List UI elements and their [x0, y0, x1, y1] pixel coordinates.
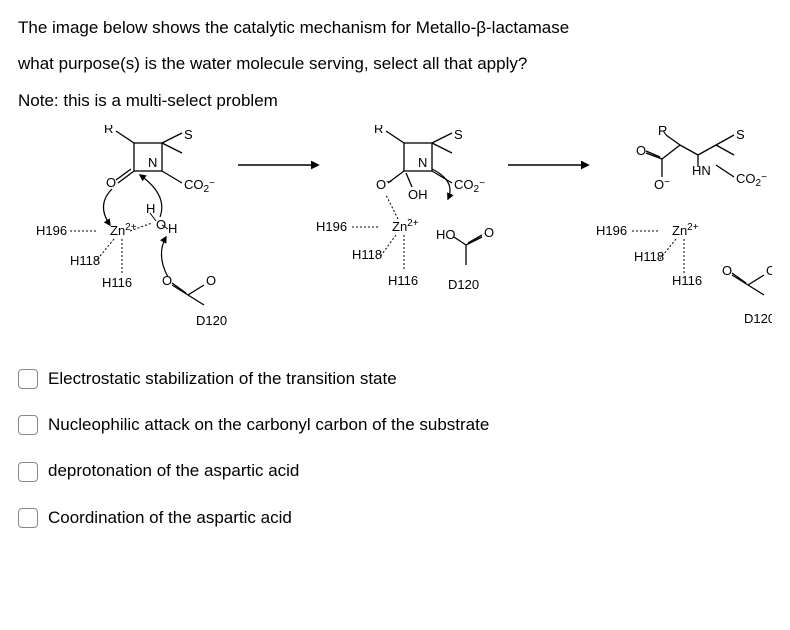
- option-4[interactable]: Coordination of the aspartic acid: [18, 502, 772, 534]
- option-label: Nucleophilic attack on the carbonyl carb…: [48, 409, 489, 441]
- option-3[interactable]: deprotonation of the aspartic acid: [18, 455, 772, 487]
- mechanism-panel-2: N S R O− OH CO2− Zn2+ H196 H118 H116 HO …: [316, 125, 494, 292]
- svg-text:O: O: [636, 143, 646, 158]
- svg-text:HO: HO: [436, 227, 456, 242]
- svg-text:O: O: [722, 263, 732, 278]
- svg-text:D120: D120: [196, 313, 227, 328]
- option-label: Coordination of the aspartic acid: [48, 502, 292, 534]
- svg-text:O: O: [766, 263, 772, 278]
- svg-text:D120: D120: [744, 311, 772, 326]
- svg-text:S: S: [184, 127, 193, 142]
- checkbox-icon[interactable]: [18, 462, 38, 482]
- checkbox-icon[interactable]: [18, 369, 38, 389]
- svg-text:H116: H116: [672, 273, 702, 288]
- svg-text:H196: H196: [596, 223, 627, 238]
- option-2[interactable]: Nucleophilic attack on the carbonyl carb…: [18, 409, 772, 441]
- svg-text:H118: H118: [352, 247, 382, 262]
- mechanism-panel-1: N S R O CO2− H O H Zn2+ H196 H118 H116: [36, 125, 227, 328]
- svg-text:D120: D120: [448, 277, 479, 292]
- svg-text:O−: O−: [654, 177, 670, 192]
- svg-text:CO2−: CO2−: [184, 177, 215, 195]
- svg-text:R: R: [658, 125, 667, 138]
- svg-text:S: S: [736, 127, 745, 142]
- question-line-2: what purpose(s) is the water molecule se…: [18, 48, 772, 80]
- svg-text:CO2−: CO2−: [736, 171, 767, 189]
- svg-text:S: S: [454, 127, 463, 142]
- svg-text:O−: O−: [376, 177, 392, 192]
- svg-text:Zn2+: Zn2+: [672, 222, 699, 238]
- svg-text:HN: HN: [692, 163, 711, 178]
- svg-text:H196: H196: [316, 219, 347, 234]
- question-line-1: The image below shows the catalytic mech…: [18, 12, 772, 44]
- svg-text:Zn2+: Zn2+: [392, 218, 419, 234]
- svg-text:Zn2+: Zn2+: [110, 222, 137, 238]
- svg-text:O: O: [484, 225, 494, 240]
- svg-text:H: H: [168, 221, 177, 236]
- svg-text:O: O: [206, 273, 216, 288]
- svg-text:H116: H116: [102, 275, 132, 290]
- svg-text:CO2−: CO2−: [454, 177, 485, 195]
- svg-text:H118: H118: [70, 253, 100, 268]
- checkbox-icon[interactable]: [18, 415, 38, 435]
- question-stem: The image below shows the catalytic mech…: [18, 12, 772, 117]
- option-1[interactable]: Electrostatic stabilization of the trans…: [18, 363, 772, 395]
- svg-text:O: O: [156, 217, 166, 232]
- svg-text:N: N: [148, 155, 157, 170]
- svg-text:R: R: [374, 125, 383, 136]
- svg-text:R: R: [104, 125, 113, 136]
- option-label: Electrostatic stabilization of the trans…: [48, 363, 397, 395]
- mechanism-diagram: N S R O CO2− H O H Zn2+ H196 H118 H116: [18, 125, 772, 345]
- svg-text:H118: H118: [634, 249, 664, 264]
- svg-text:H116: H116: [388, 273, 418, 288]
- checkbox-icon[interactable]: [18, 508, 38, 528]
- svg-text:OH: OH: [408, 187, 428, 202]
- answer-options: Electrostatic stabilization of the trans…: [18, 363, 772, 534]
- svg-text:O: O: [106, 175, 116, 190]
- option-label: deprotonation of the aspartic acid: [48, 455, 299, 487]
- svg-text:N: N: [418, 155, 427, 170]
- svg-text:H196: H196: [36, 223, 67, 238]
- mechanism-panel-3: S R HN O O− CO2− Zn2+ H196 H118 H116 O O…: [596, 125, 772, 326]
- question-line-3: Note: this is a multi-select problem: [18, 85, 772, 117]
